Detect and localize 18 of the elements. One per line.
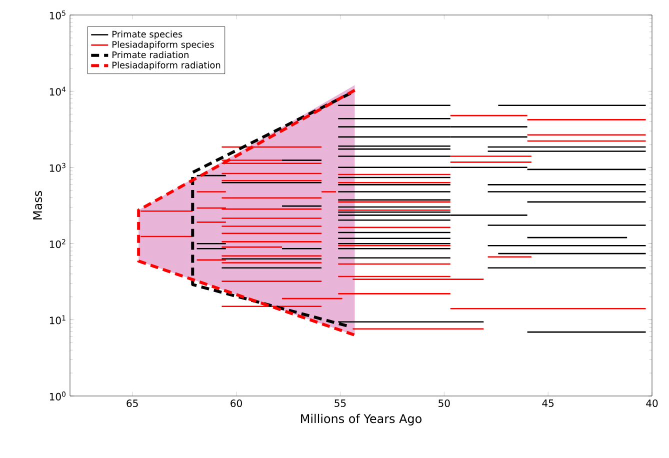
legend-label: Plesiadapiform species	[112, 40, 214, 50]
y-tick-label: 10$^{5}$	[50, 10, 66, 20]
x-tick-label: 60	[230, 400, 242, 408]
y-tick-label: 10$^{2}$	[50, 239, 66, 248]
y-axis-title: Mass	[33, 191, 42, 220]
legend-label: Primate radiation	[112, 51, 188, 58]
y-tick-label: 10$^{0}$	[50, 392, 66, 400]
legend-label: Primate species	[112, 30, 182, 40]
x-tick-label: 55	[334, 400, 346, 407]
y-tick-label: 10$^{3}$	[50, 162, 66, 172]
x-axis-title: Millions of Years Ago	[301, 414, 422, 426]
y-tick-label: 10$^{4}$	[50, 86, 66, 96]
x-tick-label: 45	[542, 400, 554, 407]
legend-label: Plesiadapiform radiation	[112, 62, 220, 70]
y-tick-label: 10$^{1}$	[50, 315, 66, 324]
x-tick-label: 50	[438, 400, 450, 408]
x-tick-label: 40	[646, 400, 658, 408]
x-tick-label: 65	[126, 400, 138, 408]
